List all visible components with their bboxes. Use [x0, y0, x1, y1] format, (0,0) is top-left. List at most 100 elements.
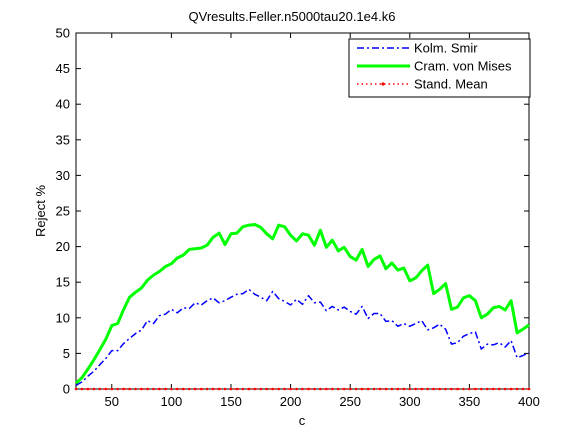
y-axis-label: Reject %: [33, 185, 48, 237]
series-point: [86, 387, 90, 391]
series-point: [146, 387, 149, 391]
series-point: [515, 387, 519, 391]
series-point: [187, 387, 191, 391]
series-point: [319, 387, 322, 391]
series-point: [289, 387, 292, 391]
series-point: [485, 387, 489, 391]
series-point: [253, 387, 257, 391]
legend-box: [348, 38, 531, 98]
series-point: [199, 387, 203, 391]
series-point: [80, 387, 84, 391]
series-point: [211, 387, 215, 391]
series-point: [480, 387, 483, 391]
x-tick-label: 400: [518, 394, 540, 409]
series-point: [128, 387, 131, 391]
series-point: [140, 387, 143, 391]
series-point: [450, 387, 453, 391]
series-point: [98, 387, 102, 391]
series-point: [110, 387, 114, 391]
x-tick-label: 100: [161, 394, 183, 409]
series-point: [336, 387, 340, 391]
series-point: [527, 387, 531, 391]
series-point: [217, 387, 221, 391]
series-point: [468, 387, 471, 391]
series-point: [271, 387, 274, 391]
series-point: [193, 387, 197, 391]
series-point: [408, 387, 412, 391]
series-point: [390, 387, 394, 391]
y-tick-label: 20: [56, 239, 70, 254]
series-point: [420, 387, 424, 391]
legend-label: Stand. Mean: [414, 77, 488, 92]
series-point: [503, 387, 507, 391]
series-point: [259, 387, 263, 391]
series-point: [426, 387, 429, 391]
y-tick-label: 10: [56, 310, 70, 325]
series-point: [104, 387, 108, 391]
series-point: [295, 387, 298, 391]
y-tick-label: 25: [56, 204, 70, 219]
x-tick-label: 50: [105, 394, 119, 409]
series-point: [247, 387, 251, 391]
y-tick-label: 50: [56, 26, 70, 41]
series-point: [92, 387, 96, 391]
series-point: [283, 387, 286, 391]
series-point: [74, 387, 78, 391]
x-tick-label: 250: [339, 394, 361, 409]
series-point: [152, 387, 155, 391]
series-point: [402, 387, 406, 391]
series-point: [378, 387, 382, 391]
series-point: [158, 387, 161, 391]
y-tick-label: 15: [56, 275, 70, 290]
series-point: [265, 387, 269, 391]
legend-label: Kolm. Smir: [414, 41, 478, 56]
series-point: [241, 387, 245, 391]
series-point: [122, 387, 125, 391]
chart-legend: Kolm. Smir Cram. von Mises Stand. Mean: [348, 38, 531, 98]
series-point: [164, 387, 167, 391]
series-point: [277, 387, 280, 391]
series-point: [331, 387, 334, 391]
y-tick-label: 30: [56, 168, 70, 183]
series-point: [360, 387, 364, 391]
series-point: [325, 387, 328, 391]
series-point: [491, 387, 495, 391]
series-point: [116, 387, 120, 391]
series-point: [205, 387, 209, 391]
chart-title: QVresults.Feller.n5000tau20.1e4.k6: [189, 9, 396, 24]
y-tick-label: 45: [56, 61, 70, 76]
series-point: [235, 387, 239, 391]
y-axis-ticks: 0 5 10 15 20 25 30 35 40 45 50: [56, 26, 529, 397]
series-point: [509, 387, 513, 391]
x-tick-label: 150: [220, 394, 242, 409]
series-point: [384, 387, 388, 391]
series-point: [307, 387, 310, 391]
legend-label: Cram. von Mises: [414, 59, 512, 74]
series-point: [414, 387, 418, 391]
y-tick-label: 0: [63, 382, 70, 397]
legend-marker: [381, 82, 385, 86]
series-point: [348, 387, 352, 391]
series-point: [432, 387, 435, 391]
series-line-0: [75, 288, 530, 387]
series-point: [366, 387, 370, 391]
series-point: [170, 387, 173, 391]
series-point: [301, 387, 304, 391]
y-tick-label: 5: [63, 346, 70, 361]
series-layer: [74, 223, 531, 391]
x-axis-label: c: [299, 413, 306, 428]
series-point: [396, 387, 400, 391]
y-tick-label: 40: [56, 97, 70, 112]
series-point: [181, 387, 185, 391]
series-point: [372, 387, 376, 391]
series-point: [438, 387, 441, 391]
x-tick-label: 200: [280, 394, 302, 409]
series-point: [444, 387, 447, 391]
series-point: [223, 387, 227, 391]
series-point: [229, 387, 233, 391]
x-tick-label: 300: [399, 394, 421, 409]
series-line-1: [74, 223, 530, 385]
series-point: [313, 387, 316, 391]
x-tick-label: 350: [459, 394, 481, 409]
